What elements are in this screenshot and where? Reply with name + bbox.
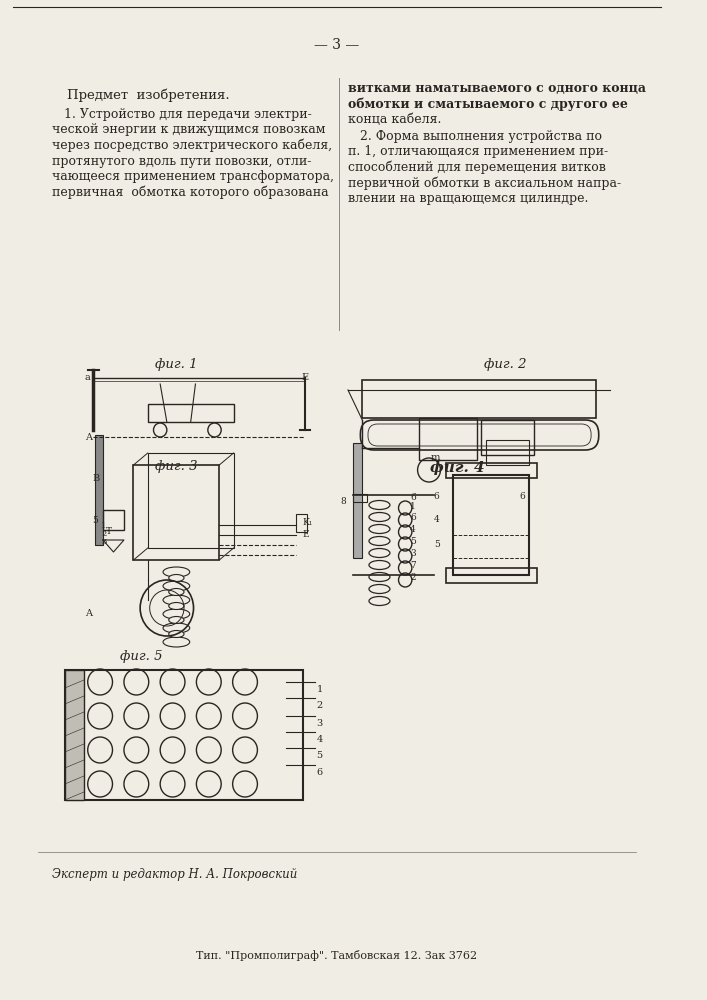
Bar xyxy=(446,568,537,583)
Bar xyxy=(481,420,534,455)
Bar xyxy=(103,510,124,530)
Bar xyxy=(148,453,233,548)
Text: K₁: K₁ xyxy=(302,518,312,527)
Bar xyxy=(353,443,362,558)
Ellipse shape xyxy=(169,631,184,638)
Text: Предмет  изобретения.: Предмет изобретения. xyxy=(66,88,229,102)
Bar xyxy=(419,418,477,460)
Bar xyxy=(486,440,529,465)
Text: 4: 4 xyxy=(434,515,440,524)
Text: 6: 6 xyxy=(317,768,322,777)
Bar xyxy=(134,465,219,560)
Bar xyxy=(65,670,303,800)
Text: Эксперт и редактор Н. А. Покровский: Эксперт и редактор Н. А. Покровский xyxy=(52,868,298,881)
Text: a: a xyxy=(85,373,90,382)
Text: 3: 3 xyxy=(101,538,107,546)
Text: 2: 2 xyxy=(410,573,416,582)
Ellipse shape xyxy=(169,574,184,582)
Text: конца кабеля.: конца кабеля. xyxy=(348,113,441,126)
Bar xyxy=(148,404,233,422)
Text: ческой энергии к движущимся повозкам: ческой энергии к движущимся повозкам xyxy=(52,123,326,136)
Ellipse shape xyxy=(169,588,184,595)
Text: T: T xyxy=(106,527,112,536)
Text: Тип. "Промполиграф". Тамбовская 12. Зак 3762: Тип. "Промполиграф". Тамбовская 12. Зак … xyxy=(196,950,477,961)
Text: первичной обмотки в аксиальном напра-: первичной обмотки в аксиальном напра- xyxy=(348,176,621,190)
Text: витками наматываемого с одного конца: витками наматываемого с одного конца xyxy=(348,82,646,95)
Text: через посредство электрического кабеля,: через посредство электрического кабеля, xyxy=(52,139,332,152)
Bar xyxy=(353,494,367,502)
Text: п. 1, отличающаяся применением при-: п. 1, отличающаяся применением при- xyxy=(348,145,608,158)
Text: A: A xyxy=(85,433,92,442)
Text: 4: 4 xyxy=(317,735,323,744)
Text: влении на вращающемся цилиндре.: влении на вращающемся цилиндре. xyxy=(348,192,588,205)
Text: чающееся применением трансформатора,: чающееся применением трансформатора, xyxy=(52,170,334,183)
Text: 2: 2 xyxy=(101,530,106,538)
Text: способлений для перемещения витков: способлений для перемещения витков xyxy=(348,161,606,174)
Bar xyxy=(65,670,84,800)
Ellipse shape xyxy=(169,616,184,624)
Ellipse shape xyxy=(169,602,184,609)
Text: 5: 5 xyxy=(317,751,322,760)
Text: 1: 1 xyxy=(410,502,416,511)
Text: 1: 1 xyxy=(101,522,107,530)
Text: m: m xyxy=(431,453,440,462)
Text: 2. Форма выполнения устройства по: 2. Форма выполнения устройства по xyxy=(348,130,602,143)
Text: протянутого вдоль пути повозки, отли-: протянутого вдоль пути повозки, отли- xyxy=(52,154,312,167)
Bar xyxy=(296,514,307,532)
Text: 4: 4 xyxy=(410,525,416,534)
Text: B: B xyxy=(93,474,100,483)
Text: 6: 6 xyxy=(410,513,416,522)
Text: 7: 7 xyxy=(410,561,416,570)
Text: E: E xyxy=(301,373,308,382)
Text: 1. Устройство для передачи электри-: 1. Устройство для передачи электри- xyxy=(52,108,312,121)
Text: фиг. 4: фиг. 4 xyxy=(431,460,485,475)
Text: 1: 1 xyxy=(317,685,323,694)
Text: первичная  обмотка которого образована: первичная обмотка которого образована xyxy=(52,186,329,199)
Text: 2: 2 xyxy=(317,701,323,710)
Text: — 3 —: — 3 — xyxy=(314,38,359,52)
Text: 6: 6 xyxy=(434,492,440,501)
Text: фиг. 1: фиг. 1 xyxy=(155,358,198,371)
Text: 6: 6 xyxy=(520,492,525,501)
Text: 5: 5 xyxy=(434,540,440,549)
Text: 6: 6 xyxy=(410,493,416,502)
Text: 3: 3 xyxy=(410,549,416,558)
Text: 3: 3 xyxy=(317,719,323,728)
Text: фиг. 2: фиг. 2 xyxy=(484,358,527,371)
Bar xyxy=(453,475,529,575)
Bar xyxy=(95,435,103,545)
Text: A: A xyxy=(85,609,92,618)
Text: фиг. 3: фиг. 3 xyxy=(155,460,198,473)
Text: 5: 5 xyxy=(410,537,416,546)
Text: E: E xyxy=(302,530,309,539)
Bar xyxy=(362,380,596,418)
Text: обмотки и сматываемого с другого ее: обмотки и сматываемого с другого ее xyxy=(348,98,628,111)
Bar xyxy=(446,463,537,478)
Text: 8: 8 xyxy=(340,497,346,506)
Text: фиг. 5: фиг. 5 xyxy=(120,650,163,663)
Text: 5: 5 xyxy=(93,516,98,525)
